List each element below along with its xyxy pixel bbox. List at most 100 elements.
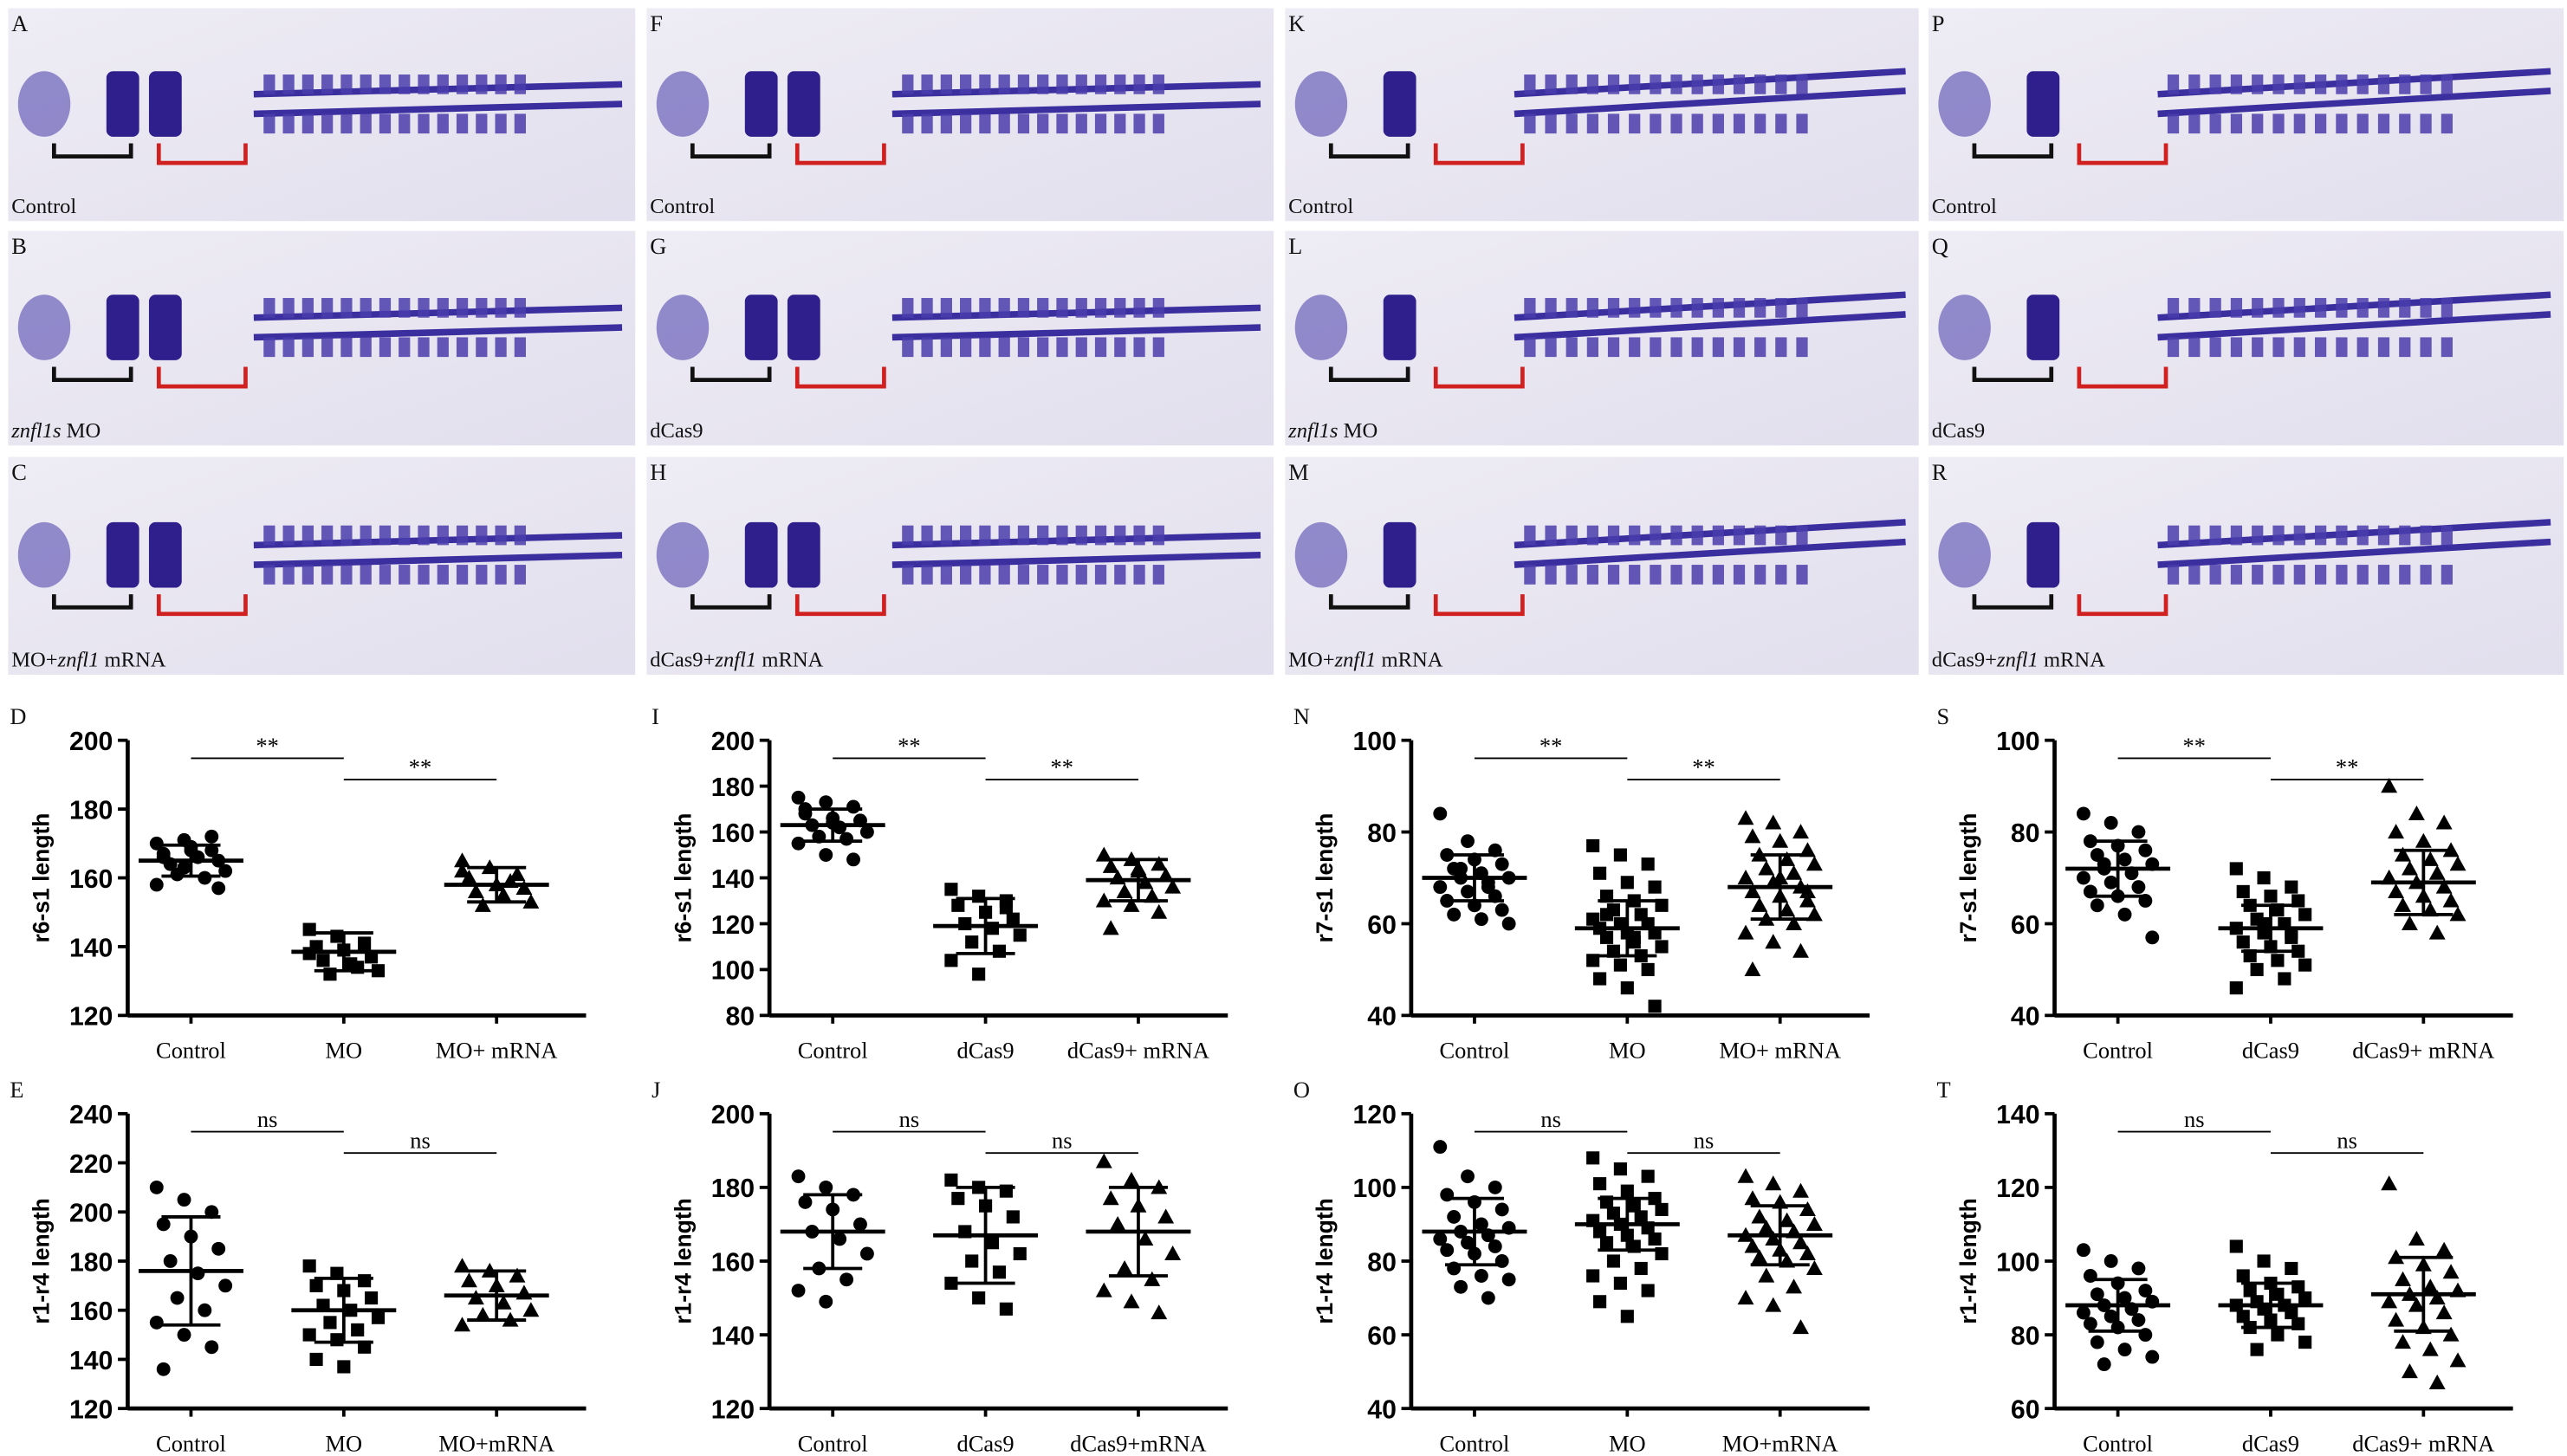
data-point bbox=[2428, 1290, 2446, 1305]
somite bbox=[1691, 565, 1703, 585]
stripe bbox=[1514, 519, 1906, 549]
stain-blob bbox=[17, 521, 71, 588]
data-point bbox=[1599, 1236, 1614, 1250]
stripe bbox=[891, 324, 1261, 341]
somite bbox=[2441, 298, 2453, 318]
y-tick-label: 80 bbox=[1367, 819, 1397, 848]
y-tick-label: 180 bbox=[69, 796, 113, 825]
somite bbox=[2272, 74, 2285, 94]
y-tick-label: 100 bbox=[1352, 1175, 1396, 1203]
data-point bbox=[1648, 880, 1662, 894]
somite bbox=[1545, 337, 1557, 358]
somite bbox=[1607, 113, 1620, 134]
stripe bbox=[1514, 538, 1906, 568]
data-point bbox=[1593, 1177, 1607, 1191]
significance-label: ** bbox=[1692, 754, 1715, 780]
x-tick-label: MO bbox=[326, 1430, 363, 1456]
somite bbox=[940, 525, 952, 546]
somite bbox=[2230, 113, 2243, 134]
y-tick-label: 40 bbox=[2011, 1003, 2040, 1032]
somite bbox=[1017, 337, 1030, 358]
data-point bbox=[1474, 912, 1488, 927]
somite bbox=[495, 565, 507, 585]
somite bbox=[1152, 113, 1164, 134]
data-point bbox=[2117, 852, 2132, 867]
somite bbox=[301, 74, 314, 94]
somite bbox=[360, 113, 372, 134]
somite bbox=[321, 337, 334, 358]
data-point bbox=[2435, 1241, 2453, 1257]
caption-part: znfl1 bbox=[57, 649, 100, 672]
somite bbox=[2167, 74, 2180, 94]
data-point bbox=[819, 848, 833, 862]
somite bbox=[1607, 337, 1620, 358]
data-point bbox=[1488, 1239, 1502, 1253]
somite bbox=[2420, 525, 2432, 546]
panel-letter: F bbox=[650, 10, 663, 36]
chart: T 60 80 100 120 140 r1-r4 length Control dCas9 dC… bbox=[1936, 1077, 2513, 1456]
somite bbox=[1524, 525, 1536, 546]
chart: J 120 140 160 180 200 r1-r4 length Control dCas9… bbox=[651, 1077, 1228, 1456]
data-point bbox=[1737, 810, 1754, 825]
data-point bbox=[302, 922, 316, 936]
data-point bbox=[1151, 903, 1168, 919]
somite bbox=[399, 565, 411, 585]
data-point bbox=[791, 1169, 806, 1184]
data-point bbox=[819, 1294, 833, 1309]
somite bbox=[437, 74, 449, 94]
data-point bbox=[211, 881, 226, 896]
data-point bbox=[509, 866, 526, 882]
data-point bbox=[218, 864, 233, 878]
rhombomere bbox=[2026, 71, 2060, 137]
data-point bbox=[2236, 884, 2250, 898]
data-point bbox=[2076, 1305, 2091, 1320]
data-point bbox=[1799, 1246, 1816, 1261]
data-point bbox=[2421, 1341, 2439, 1356]
data-point bbox=[2257, 1254, 2271, 1268]
somite bbox=[418, 337, 430, 358]
somite bbox=[456, 113, 469, 134]
somite bbox=[998, 298, 1010, 318]
data-point bbox=[1613, 1276, 1627, 1291]
somite bbox=[979, 337, 991, 358]
data-point bbox=[1586, 838, 1600, 853]
somite bbox=[2252, 298, 2264, 318]
data-point bbox=[1102, 920, 1119, 935]
data-point bbox=[2285, 1305, 2298, 1320]
somite bbox=[960, 337, 972, 358]
data-point bbox=[358, 936, 372, 950]
somite bbox=[1754, 565, 1766, 585]
somite bbox=[263, 337, 275, 358]
data-point bbox=[1648, 1000, 1662, 1013]
x-tick-label: MO+mRNA bbox=[1722, 1430, 1838, 1456]
x-tick-label: dCas9 bbox=[957, 1038, 1014, 1064]
data-point bbox=[859, 825, 874, 839]
somite bbox=[2252, 337, 2264, 358]
data-point bbox=[1440, 1243, 1455, 1258]
data-point bbox=[1641, 857, 1655, 871]
somite bbox=[2293, 113, 2305, 134]
somite bbox=[1712, 337, 1724, 358]
data-point bbox=[2449, 906, 2467, 922]
bracket-red bbox=[794, 594, 886, 617]
somite bbox=[476, 525, 488, 546]
data-point bbox=[2442, 1326, 2460, 1342]
y-tick-label: 120 bbox=[1996, 1175, 2039, 1203]
chart: S 40 60 80 100 r7-s1 length Control dCas9 dCas9+… bbox=[1936, 703, 2513, 1064]
somite bbox=[301, 525, 314, 546]
somite bbox=[902, 525, 914, 546]
data-point bbox=[2395, 896, 2411, 912]
somite bbox=[1114, 525, 1126, 546]
somite bbox=[360, 525, 372, 546]
data-point bbox=[2435, 814, 2453, 830]
somite bbox=[979, 298, 991, 318]
somite bbox=[2209, 525, 2221, 546]
somite bbox=[1037, 337, 1049, 358]
somite bbox=[1712, 113, 1724, 134]
y-tick-label: 140 bbox=[69, 1347, 113, 1375]
somite bbox=[2399, 565, 2411, 585]
somite bbox=[921, 565, 933, 585]
x-tick-label: MO bbox=[326, 1038, 363, 1064]
data-point bbox=[1613, 1162, 1627, 1176]
